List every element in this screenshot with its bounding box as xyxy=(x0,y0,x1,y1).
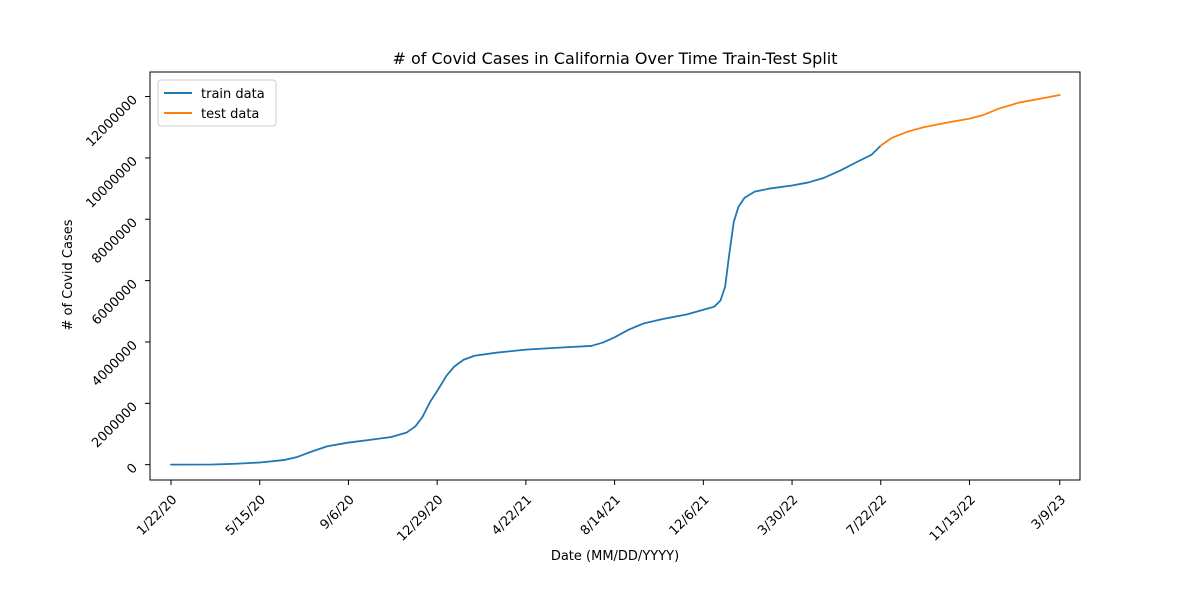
chart-title: # of Covid Cases in California Over Time… xyxy=(392,49,837,68)
legend-box xyxy=(157,79,277,127)
legend: train data test data xyxy=(157,79,277,127)
y-axis-label: # of Covid Cases xyxy=(61,219,76,330)
series-line-train xyxy=(170,144,882,466)
series-line-test xyxy=(879,94,1061,147)
x-axis-label: Date (MM/DD/YYYY) xyxy=(551,549,679,564)
legend-label: train data xyxy=(201,87,265,102)
legend-label: test data xyxy=(201,107,259,122)
